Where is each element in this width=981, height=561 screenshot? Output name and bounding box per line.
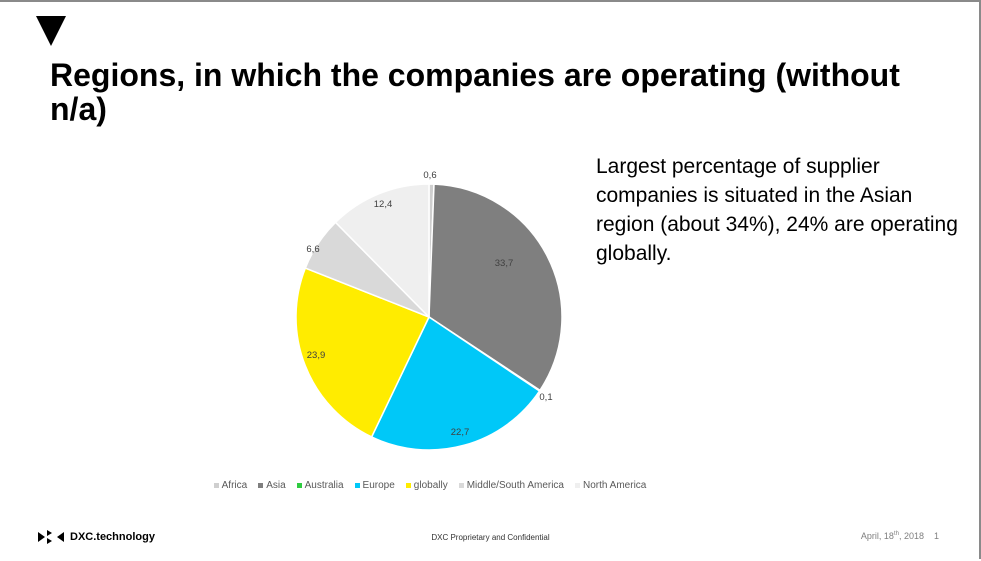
dxc-logo-icon bbox=[38, 530, 64, 544]
legend-item-europe: Europe bbox=[354, 480, 395, 491]
legend-swatch bbox=[575, 483, 580, 488]
dxc-logo: DXC.technology bbox=[38, 530, 155, 544]
legend-swatch bbox=[354, 483, 360, 488]
footer-date-page: April, 18th, 2018 1 bbox=[861, 531, 939, 541]
legend-item-asia: Asia bbox=[258, 480, 286, 491]
legend-swatch bbox=[405, 483, 411, 488]
page-number: 1 bbox=[933, 531, 939, 541]
legend-label: North America bbox=[583, 480, 647, 491]
legend-item-africa: Africa bbox=[213, 480, 248, 491]
data-label-africa: 0,6 bbox=[423, 170, 436, 181]
corner-triangle-mark bbox=[36, 16, 66, 46]
legend-label: Middle/South America bbox=[466, 480, 564, 491]
footer-date: April, 18th, 2018 bbox=[860, 531, 924, 541]
legend-label: Europe bbox=[362, 480, 395, 491]
legend-item-north-america: North America bbox=[575, 480, 646, 491]
footer-confidential: DXC Proprietary and Confidential bbox=[431, 533, 550, 542]
legend-swatch bbox=[213, 483, 219, 488]
legend-swatch bbox=[296, 483, 302, 488]
legend-item-australia: Australia bbox=[296, 480, 344, 491]
slide-title: Regions, in which the companies are oper… bbox=[50, 57, 900, 127]
legend-item-globally: globally bbox=[405, 480, 448, 491]
legend-label: Asia bbox=[266, 480, 286, 491]
legend-swatch bbox=[458, 483, 464, 488]
data-label-europe: 22,7 bbox=[451, 427, 470, 438]
data-label-middle-south-america: 6,6 bbox=[306, 244, 319, 255]
legend-label: Africa bbox=[221, 480, 248, 491]
data-label-asia: 33,7 bbox=[495, 258, 514, 269]
logo-text: DXC.technology bbox=[70, 531, 155, 543]
legend-item-middle-south-america: Middle/South America bbox=[458, 480, 564, 491]
pie-slice-globally bbox=[295, 267, 431, 438]
callout-text: Largest percentage of supplier companies… bbox=[596, 155, 958, 265]
pie-slice-north-america bbox=[334, 183, 430, 319]
data-label-australia: 0,1 bbox=[539, 392, 552, 403]
legend-label: Australia bbox=[304, 480, 344, 491]
data-label-globally: 23,9 bbox=[307, 350, 326, 361]
chart-legend: Africa Asia Australia Europe globally Middle/… bbox=[0, 480, 860, 491]
legend-label: globally bbox=[413, 480, 448, 491]
data-label-north-america: 12,4 bbox=[374, 199, 393, 210]
legend-swatch bbox=[258, 483, 264, 488]
